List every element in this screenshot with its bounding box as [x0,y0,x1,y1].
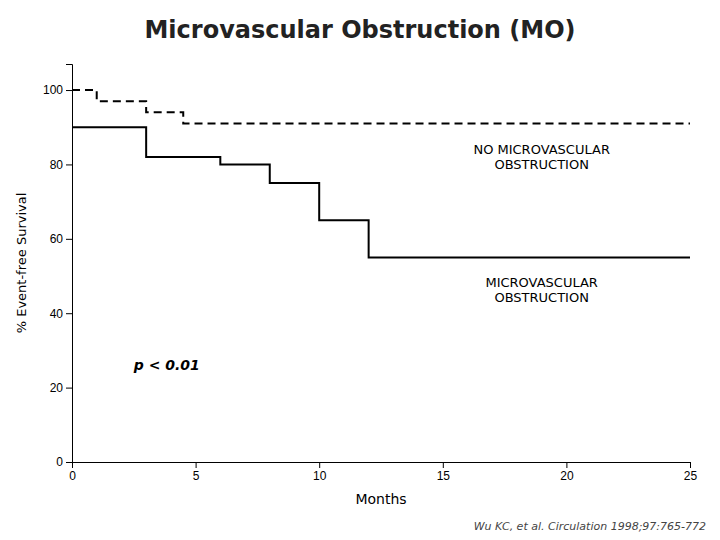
y-tick-label: 0 [56,455,63,469]
x-tick-label: 20 [560,469,574,483]
x-axis-title: Months [355,491,406,507]
p-value: p < 0.01 [133,357,200,373]
curve-label: MICROVASCULAROBSTRUCTION [485,275,597,305]
curve-label: NO MICROVASCULAROBSTRUCTION [473,142,610,172]
y-axis: 0 20 40 60 80 100 [43,65,73,470]
x-tick-mark [566,462,567,468]
x-tick: 5 [193,462,200,483]
x-tick: 15 [437,462,451,483]
x-tick: 25 [684,462,698,483]
x-tick-label: 0 [69,469,76,483]
y-tick-label: 20 [50,381,64,395]
y-tick: 40 [50,307,72,321]
x-tick: 10 [313,462,327,483]
x-tick: 20 [560,462,574,483]
y-axis-title: % Event-free Survival [14,193,29,334]
y-tick-mark [66,90,72,91]
x-tick-mark [690,462,691,468]
y-tick-label: 60 [50,232,64,246]
curve-label-line: NO MICROVASCULAR [473,142,610,157]
x-tick-mark [196,462,197,468]
y-tick-label: 100 [43,83,63,97]
y-tick: 20 [50,381,72,395]
chart: 0510152025020406080100NO MICROVASCULAROB… [0,0,720,540]
curve-label-line: OBSTRUCTION [494,157,588,172]
y-tick-mark [66,388,72,389]
curve-label-line: MICROVASCULAR [485,275,597,290]
x-tick-mark [443,462,444,468]
annotations: NO MICROVASCULAROBSTRUCTIONMICROVASCULAR… [133,142,610,374]
plot-area: 0510152025020406080100NO MICROVASCULAROB… [43,65,698,483]
y-tick: 80 [50,158,72,172]
title: Microvascular Obstruction (MO) [144,16,575,44]
x-tick-label: 5 [193,469,200,483]
y-tick-mark [66,313,72,314]
x-tick: 0 [69,462,76,483]
y-tick-label: 40 [50,307,64,321]
x-axis: 0 5 10 15 20 25 [69,462,697,483]
y-tick: 60 [50,232,72,246]
x-tick-label: 10 [313,469,327,483]
y-axis-line [66,65,73,463]
y-tick-mark [66,462,72,463]
lines [72,90,690,257]
citation: Wu KC, et al. Circulation 1998;97:765-77… [474,520,706,533]
y-tick-mark [66,239,72,240]
y-tick-label: 80 [50,158,64,172]
y-tick: 100 [43,83,72,97]
series-line [72,127,690,257]
x-tick-label: 15 [437,469,451,483]
x-tick-mark [319,462,320,468]
y-tick: 0 [56,455,72,469]
x-tick-label: 25 [684,469,698,483]
x-axis-line [73,463,691,469]
series-line [72,90,690,123]
curve-label-line: OBSTRUCTION [494,290,588,305]
y-tick-mark [66,164,72,165]
